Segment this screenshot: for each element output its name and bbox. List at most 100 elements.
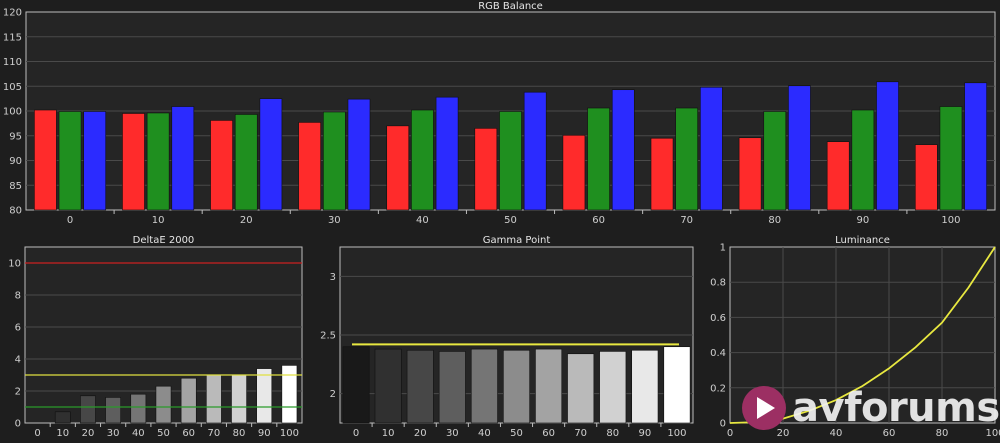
chart3-ytick-label: 2.5: [320, 331, 336, 342]
chart3-xtick-label: 30: [446, 428, 459, 439]
chart1-bar: [738, 137, 762, 211]
chart1-xtick-label: 50: [504, 215, 517, 226]
chart3-xtick-label: 0: [353, 428, 359, 439]
chart4-ytick-label: 0.2: [710, 383, 726, 394]
chart2-bar: [180, 377, 197, 424]
chart2-ytick-label: 6: [15, 323, 21, 334]
chart1-bar: [234, 114, 258, 211]
chart2-xtick-label: 20: [82, 428, 95, 439]
chart2-bar: [54, 411, 71, 424]
chart4-title: Luminance: [835, 235, 890, 246]
chart3-xtick-label: 20: [414, 428, 427, 439]
chart1-bar: [523, 91, 547, 211]
chart1-bar: [562, 134, 586, 211]
chart1-bar: [939, 106, 963, 211]
chart2-bar: [80, 395, 96, 424]
chart1-bar: [675, 107, 698, 211]
chart1-xtick-label: 30: [328, 215, 341, 226]
chart4-xtick-label: 0: [727, 428, 733, 439]
chart1-ytick-label: 85: [9, 181, 22, 192]
chart1-bar: [914, 144, 938, 211]
watermark-text: avforums: [792, 385, 1000, 431]
chart1-bar: [435, 96, 459, 211]
chart1-xtick-label: 60: [592, 215, 605, 226]
chart1-bar: [58, 111, 82, 211]
chart4-ytick-label: 1: [720, 243, 726, 254]
chart2-xtick-label: 50: [157, 428, 170, 439]
chart1-bar: [347, 98, 371, 211]
chart4-ytick-label: 0.8: [710, 278, 726, 289]
chart1-bar: [826, 141, 850, 211]
chart1-xtick-label: 90: [856, 215, 869, 226]
chart3-bar: [342, 346, 370, 424]
chart1-ytick-label: 120: [3, 8, 22, 19]
chart3-xtick-label: 70: [574, 428, 587, 439]
chart1-bar: [851, 109, 875, 211]
chart1-bar: [474, 128, 498, 211]
chart1-bar: [788, 85, 811, 211]
chart1-bar: [876, 81, 899, 211]
chart1-bar: [83, 111, 107, 211]
chart1-bar: [146, 112, 170, 211]
chart1-xtick-label: 100: [941, 215, 960, 226]
chart3-bar: [374, 348, 402, 424]
chart3-xtick-label: 100: [667, 428, 686, 439]
chart2-xtick-label: 80: [233, 428, 246, 439]
chart3-bar: [503, 349, 530, 424]
chart2-xtick-label: 70: [207, 428, 220, 439]
chart1-xtick-label: 10: [152, 215, 165, 226]
chart3-title: Gamma Point: [483, 235, 551, 246]
chart3-ytick-label: 3: [330, 272, 336, 283]
chart1-bar: [650, 137, 674, 211]
chart3-bar: [599, 351, 627, 424]
chart1-ytick-label: 115: [3, 32, 22, 43]
chart3-bar: [535, 348, 563, 424]
chart3-bar: [438, 351, 466, 424]
chart1-ytick-label: 80: [9, 206, 22, 217]
chart1-xtick-label: 40: [416, 215, 429, 226]
chart1-ytick-label: 110: [3, 57, 22, 68]
chart1-bar: [298, 122, 321, 211]
chart2-bar: [105, 397, 121, 424]
chart2-bar: [231, 374, 247, 424]
chart2-ytick-label: 8: [15, 291, 21, 302]
chart4-xtick-label: 60: [883, 428, 896, 439]
chart1-xtick-label: 80: [768, 215, 781, 226]
chart1-bar: [611, 89, 635, 211]
chart3-xtick-label: 40: [478, 428, 491, 439]
chart2-title: DeltaE 2000: [133, 235, 195, 246]
watermark: avforums: [742, 382, 1000, 434]
chart4-xtick-label: 80: [936, 428, 949, 439]
chart1-bar: [210, 120, 233, 211]
chart4-ytick-label: 0.4: [710, 348, 726, 359]
chart1-ytick-label: 95: [9, 131, 22, 142]
chart3-xtick-label: 50: [510, 428, 523, 439]
chart1-bar: [587, 107, 610, 211]
chart1-bar: [122, 113, 145, 211]
chart4-ytick-label: 0: [720, 419, 726, 430]
chart4-xtick-label: 100: [985, 428, 1000, 439]
chart1-bar: [34, 109, 57, 211]
chart4-ytick-label: 0.6: [710, 313, 726, 324]
chart1-xtick-label: 70: [680, 215, 693, 226]
chart1-bar: [700, 86, 723, 211]
chart2-bar: [281, 365, 298, 424]
chart1-bar: [386, 125, 410, 211]
chart2-bar: [155, 385, 172, 424]
chart1-bar: [171, 106, 195, 211]
chart3-xtick-label: 80: [606, 428, 619, 439]
chart2-ytick-label: 2: [15, 387, 21, 398]
chart4-xtick-label: 40: [830, 428, 843, 439]
chart4-xtick-label: 20: [777, 428, 790, 439]
chart1-xtick-label: 0: [67, 215, 73, 226]
chart1-bar: [259, 98, 283, 211]
chart2-ytick-label: 10: [8, 259, 21, 270]
chart1-bar: [411, 109, 434, 211]
chart3-bar: [631, 349, 659, 424]
chart2-ytick-label: 4: [15, 355, 21, 366]
chart3-bar: [567, 353, 595, 424]
chart2-xtick-label: 30: [107, 428, 120, 439]
chart2-xtick-label: 100: [280, 428, 299, 439]
chart3-xtick-label: 10: [382, 428, 395, 439]
